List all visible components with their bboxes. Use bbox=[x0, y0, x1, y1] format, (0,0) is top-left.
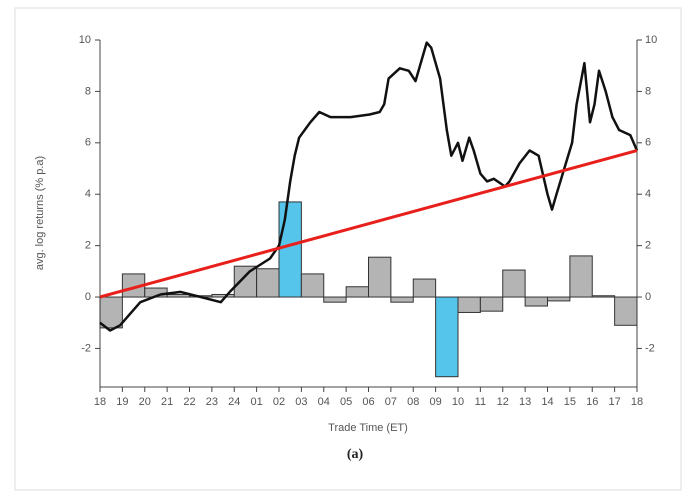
y-tick-label: 2 bbox=[85, 240, 91, 252]
y-tick-label: 0 bbox=[85, 291, 91, 303]
x-tick-label: 20 bbox=[139, 396, 151, 408]
x-tick-label: 07 bbox=[385, 396, 397, 408]
bar bbox=[457, 296, 481, 313]
y-tick-label: 8 bbox=[85, 85, 91, 97]
x-tick-label: 12 bbox=[497, 396, 509, 408]
x-tick-label: 15 bbox=[564, 396, 576, 408]
bar bbox=[502, 269, 526, 298]
x-tick-label: 21 bbox=[161, 396, 173, 408]
line bbox=[99, 41, 639, 332]
x-tick-label: 17 bbox=[609, 396, 621, 408]
bar bbox=[591, 295, 616, 298]
x-tick-label: 24 bbox=[228, 396, 240, 408]
bar bbox=[323, 296, 347, 303]
bar bbox=[547, 296, 571, 302]
y2-tick-label: 8 bbox=[645, 85, 651, 97]
caption: (a) bbox=[347, 447, 364, 462]
bar bbox=[256, 268, 280, 298]
bar bbox=[233, 265, 258, 298]
y2-tick-label: 2 bbox=[645, 240, 651, 252]
x-tick-label: 13 bbox=[519, 396, 531, 408]
y-axis-label: avg. log returns (% p.a) bbox=[34, 156, 46, 270]
bar bbox=[368, 256, 392, 298]
y2-tick-label: 4 bbox=[645, 188, 651, 200]
x-tick-label: 04 bbox=[318, 396, 330, 408]
bar bbox=[524, 296, 548, 307]
bar bbox=[99, 296, 123, 329]
x-tick-label: 05 bbox=[340, 396, 352, 408]
bar bbox=[614, 296, 638, 326]
bar bbox=[390, 296, 414, 303]
x-tick-label: 14 bbox=[541, 396, 553, 408]
x-tick-label: 10 bbox=[452, 396, 464, 408]
y-tick-label: 10 bbox=[79, 34, 91, 46]
line bbox=[99, 149, 638, 299]
x-tick-label: 19 bbox=[116, 396, 128, 408]
bar bbox=[569, 255, 593, 298]
x-tick-label: 18 bbox=[94, 396, 106, 408]
x-tick-label: 22 bbox=[183, 396, 195, 408]
bar bbox=[166, 293, 190, 298]
x-tick-label: 16 bbox=[586, 396, 598, 408]
bar bbox=[300, 273, 325, 298]
bar bbox=[211, 293, 235, 298]
x-tick-label: 02 bbox=[273, 396, 285, 408]
bar bbox=[412, 278, 437, 298]
x-tick-label: 23 bbox=[206, 396, 218, 408]
x-tick-label: 09 bbox=[430, 396, 442, 408]
y-tick-label: 4 bbox=[85, 188, 91, 200]
x-tick-label: 11 bbox=[475, 396, 486, 408]
bar bbox=[345, 286, 369, 298]
bar bbox=[278, 201, 302, 298]
x-tick-label: 03 bbox=[295, 396, 307, 408]
bar bbox=[479, 296, 504, 312]
x-tick-label: 01 bbox=[251, 396, 263, 408]
y2-tick-label: 6 bbox=[645, 137, 651, 149]
y2-tick-label: 10 bbox=[645, 34, 657, 46]
y2-tick-label: -2 bbox=[645, 342, 655, 354]
x-tick-label: 18 bbox=[631, 396, 643, 408]
frame bbox=[14, 7, 682, 491]
y-tick-label: -2 bbox=[81, 342, 91, 354]
x-tick-label: 06 bbox=[362, 396, 374, 408]
y-tick-label: 6 bbox=[85, 137, 91, 149]
y2-tick-label: 0 bbox=[645, 291, 651, 303]
bar bbox=[435, 296, 459, 378]
x-axis-label: Trade Time (ET) bbox=[328, 422, 408, 434]
x-tick-label: 08 bbox=[407, 396, 419, 408]
